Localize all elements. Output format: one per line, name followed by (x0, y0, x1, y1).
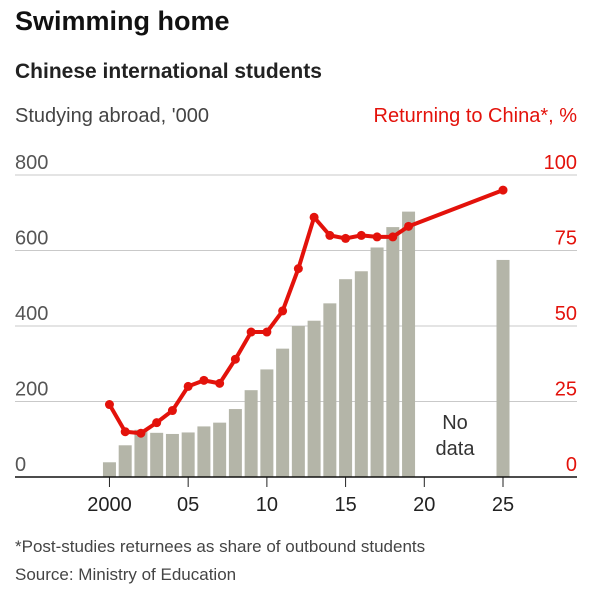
y-tick-label: 200 (15, 379, 48, 401)
x-tick-label: 05 (177, 494, 199, 516)
line-point (372, 232, 382, 242)
bar (291, 326, 305, 477)
line-point (136, 428, 146, 438)
y2-tick-label: 75 (555, 228, 577, 250)
bar (102, 462, 116, 477)
bar (197, 426, 211, 477)
bar (339, 279, 353, 477)
bar (213, 422, 227, 477)
line-point (341, 233, 351, 243)
y-tick-label: 0 (15, 454, 26, 476)
line-point (293, 264, 303, 274)
y-tick-label: 800 (15, 152, 48, 174)
annotation: No data (435, 412, 475, 460)
source: Source: Ministry of Education (15, 565, 236, 584)
x-tick-label: 10 (256, 494, 278, 516)
y-tick-label: 600 (15, 228, 48, 250)
bar (354, 271, 368, 477)
y-tick-label: 400 (15, 303, 48, 325)
line-point (498, 185, 508, 195)
bar (228, 409, 242, 477)
x-tick-label: 20 (413, 494, 435, 516)
footnote: *Post-studies returnees as share of outb… (15, 537, 425, 556)
y2-tick-label: 50 (555, 303, 577, 325)
line-point (262, 327, 272, 337)
line-point (325, 230, 335, 240)
line-point (356, 230, 366, 240)
line-point (246, 327, 256, 337)
x-tick-label: 15 (334, 494, 356, 516)
x-tick-label: 2000 (87, 494, 132, 516)
y2-tick-label: 0 (566, 454, 577, 476)
bar (386, 227, 400, 477)
line-point (199, 375, 209, 385)
line-point (167, 406, 177, 416)
bar (181, 432, 195, 477)
line-point (215, 378, 225, 388)
y-axis-label: Studying abroad, '000 (15, 105, 209, 127)
chart-title: Swimming home (15, 6, 230, 36)
line-point (104, 400, 114, 410)
bar (260, 369, 274, 477)
bar (323, 303, 337, 477)
line-point (152, 418, 162, 428)
line-point (230, 354, 240, 364)
bar (307, 320, 321, 477)
bar (244, 390, 258, 477)
chart-subtitle: Chinese international students (15, 60, 322, 83)
bar (402, 211, 416, 477)
bar (118, 445, 132, 477)
line (107, 188, 504, 436)
y2-tick-label: 25 (555, 379, 577, 401)
y2-tick-label: 100 (544, 152, 577, 174)
line-point (278, 306, 288, 316)
x-tick-label: 25 (492, 494, 514, 516)
bar (165, 433, 179, 477)
y2-axis-label: Returning to China*, % (374, 105, 578, 127)
bar (134, 429, 148, 477)
line-point (309, 212, 319, 222)
bar (276, 348, 290, 477)
bar (496, 259, 510, 477)
line-point (120, 427, 130, 437)
line-point (404, 221, 414, 231)
bar (150, 432, 164, 477)
bar (370, 247, 384, 477)
line-point (183, 381, 193, 391)
line-point (388, 232, 398, 242)
